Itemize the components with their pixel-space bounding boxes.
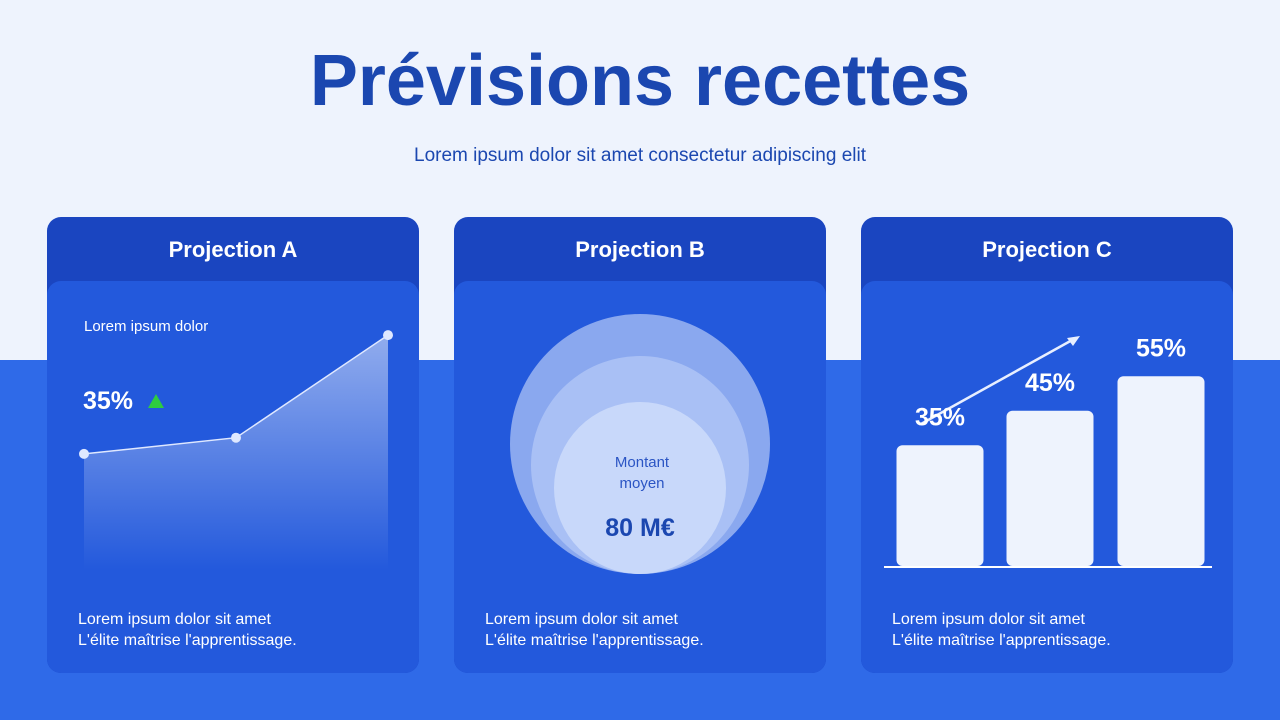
card-title: Projection C <box>982 237 1112 262</box>
point <box>383 330 393 341</box>
bar <box>1006 410 1094 566</box>
bar <box>896 445 984 566</box>
bar <box>1117 376 1205 566</box>
circle-value: 80 M€ <box>605 514 675 542</box>
area <box>84 335 388 570</box>
trend-arrow <box>920 337 1075 426</box>
point <box>79 448 89 459</box>
card-label: Lorem ipsum dolor <box>84 318 208 335</box>
bar-label: 45% <box>1025 369 1075 397</box>
up-arrow <box>148 394 164 408</box>
circle <box>554 402 726 574</box>
card-text: Lorem ipsum dolor sit amet <box>78 611 271 628</box>
bar-label: 35% <box>915 403 965 431</box>
trend-arrow-head <box>1067 336 1080 346</box>
card-text: L'élite maîtrise l'apprentissage. <box>485 632 704 649</box>
card-title: Projection B <box>575 237 705 262</box>
card-value: 35% <box>83 387 133 415</box>
card-title: Projection A <box>168 237 298 262</box>
subtitle: Lorem ipsum dolor sit amet consectetur a… <box>414 145 866 166</box>
card-text: L'élite maîtrise l'apprentissage. <box>78 632 297 649</box>
card-text: Lorem ipsum dolor sit amet <box>485 611 678 628</box>
circle-label: Montant moyen <box>615 454 670 492</box>
title: Prévisions recettes <box>309 41 971 121</box>
card-text: L'élite maîtrise l'apprentissage. <box>892 632 1111 649</box>
card-text: Lorem ipsum dolor sit amet <box>892 611 1085 628</box>
bar-label: 55% <box>1136 334 1186 362</box>
point <box>231 432 241 443</box>
